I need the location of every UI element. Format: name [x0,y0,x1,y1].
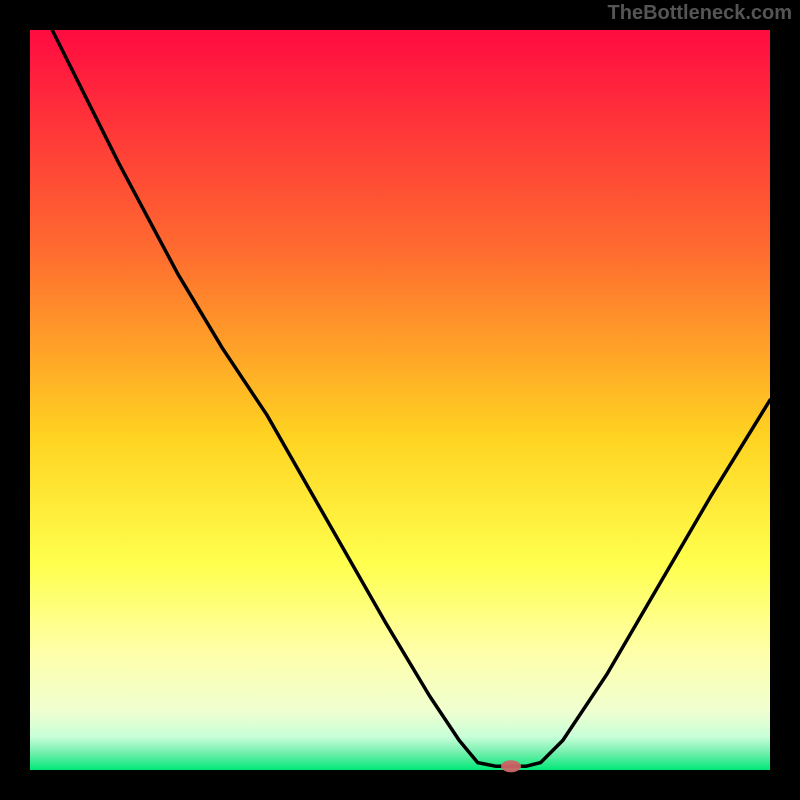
optimal-marker [501,760,521,772]
watermark-label: TheBottleneck.com [608,2,792,25]
chart-container: TheBottleneck.com [0,0,800,800]
chart-background [30,30,770,770]
bottleneck-chart [0,0,800,800]
